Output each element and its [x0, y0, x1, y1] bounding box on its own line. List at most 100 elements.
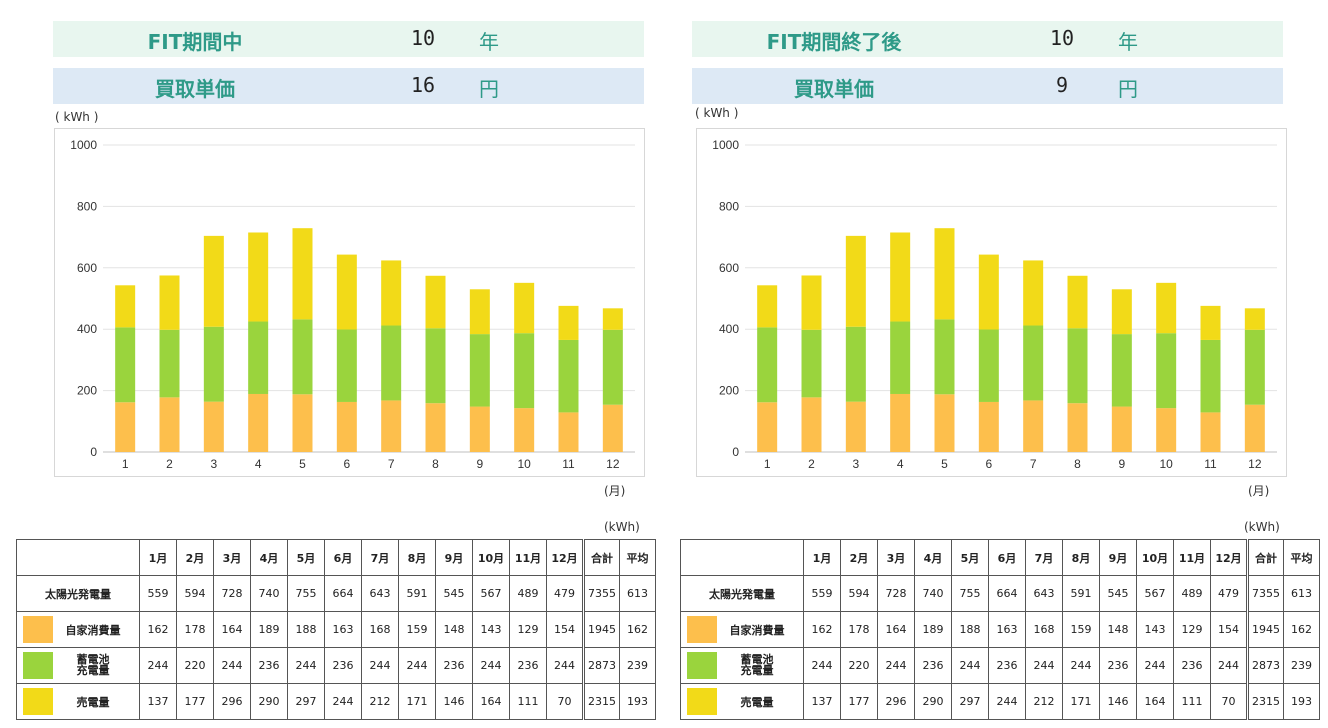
table-cell: 236 [1099, 647, 1137, 684]
table-cell: 162 [1283, 611, 1320, 648]
table-cell: 244 [361, 647, 399, 684]
x-tick-label: 11 [562, 457, 575, 471]
x-tick-label: 2 [808, 457, 815, 471]
y-tick-label: 0 [732, 445, 739, 459]
table-cell: 193 [619, 683, 656, 720]
post-fit-price-label: 買取単価 [794, 77, 874, 101]
table-cell: 171 [1062, 683, 1100, 720]
column-header: 6月 [988, 539, 1026, 576]
bar-segment-2 [292, 319, 313, 395]
table-row: 売電量 137 177 296 290 297 244 212 171 146 164 111 70 23… [16, 683, 656, 720]
column-header: 4月 [250, 539, 288, 576]
table-row: 蓄電池 充電量 244 220 244 236 244 236 244 244 236 244 236 2… [680, 647, 1320, 684]
bar-segment-3 [514, 282, 535, 334]
bar-segment-2 [425, 328, 446, 404]
table-cell: 220 [840, 647, 878, 684]
row-label-text: 売電量 [740, 695, 774, 709]
x-tick-label: 9 [476, 457, 483, 471]
row-label-text: 太陽光発電量 [709, 587, 775, 601]
bar-segment-3 [978, 254, 999, 330]
fit-period-header: FIT期間中 10 年 [53, 21, 644, 57]
x-tick-label: 2 [166, 457, 173, 471]
table-cell: 163 [988, 611, 1026, 648]
column-header: 8月 [398, 539, 436, 576]
column-header: 5月 [287, 539, 325, 576]
table-cell: 290 [914, 683, 952, 720]
table-cell: 740 [914, 575, 952, 612]
row-label: 売電量 [16, 683, 140, 720]
table-cell: 220 [176, 647, 214, 684]
bar-segment-3 [845, 235, 866, 327]
y-tick-label: 600 [77, 261, 97, 275]
x-tick-label: 7 [388, 457, 395, 471]
table-cell: 193 [1283, 683, 1320, 720]
bar-segment-1 [1244, 404, 1265, 452]
table-cell: 236 [914, 647, 952, 684]
post-fit-period-unit: 年 [1118, 30, 1138, 54]
column-header: 5月 [951, 539, 989, 576]
x-axis-unit-label: (月) [1248, 484, 1270, 498]
bar-segment-2 [934, 319, 955, 395]
table-cell: 244 [803, 647, 841, 684]
table-cell: 148 [435, 611, 473, 648]
table-cell: 244 [398, 647, 436, 684]
table-cell: 244 [472, 647, 510, 684]
table-cell: 244 [139, 647, 177, 684]
table-cell: 162 [803, 611, 841, 648]
x-tick-label: 8 [1074, 457, 1081, 471]
bar-segment-3 [1023, 260, 1044, 326]
row-label: 自家消費量 [16, 611, 140, 648]
bar-segment-1 [1023, 400, 1044, 452]
column-header: 11月 [509, 539, 547, 576]
column-header: 11月 [1173, 539, 1211, 576]
table-cell: 159 [398, 611, 436, 648]
legend-swatch [23, 652, 53, 679]
monthly-energy-table: 1月 2月 3月 4月 5月 6月 7月 8月 9月 10月 11月 12月 合計 平均 太陽光発電量 559… [680, 539, 1320, 720]
x-tick-label: 12 [606, 457, 620, 471]
fit-period-unit: 年 [479, 30, 499, 54]
table-cell: 146 [435, 683, 473, 720]
bar-segment-3 [381, 260, 402, 326]
bar-segment-2 [248, 321, 269, 394]
table-cell: 188 [287, 611, 325, 648]
x-tick-label: 8 [432, 457, 439, 471]
table-cell: 613 [619, 575, 656, 612]
column-header: 1月 [139, 539, 177, 576]
x-tick-label: 4 [897, 457, 904, 471]
bar-segment-3 [292, 228, 313, 320]
bar-segment-3 [203, 235, 224, 327]
table-cell: 244 [988, 683, 1026, 720]
bar-segment-1 [845, 401, 866, 452]
column-header: 7月 [361, 539, 399, 576]
table-unit-label: (kWh) [604, 520, 640, 534]
column-header: 3月 [213, 539, 251, 576]
x-tick-label: 9 [1118, 457, 1125, 471]
fit-period-label: FIT期間中 [147, 30, 243, 54]
row-label-text: 売電量 [76, 695, 110, 709]
table-cell: 188 [951, 611, 989, 648]
post-fit-period-value: 10 [1049, 26, 1075, 50]
legend-swatch [23, 616, 53, 643]
bar-segment-2 [381, 325, 402, 401]
row-label-text: 蓄電池 充電量 [76, 653, 110, 677]
bar-segment-2 [115, 327, 136, 403]
table-row: 自家消費量 162 178 164 189 188 163 168 159 148 143 129 15… [16, 611, 656, 648]
x-tick-label: 12 [1248, 457, 1262, 471]
x-tick-label: 5 [299, 457, 306, 471]
legend-swatch [687, 688, 717, 715]
column-header: 3月 [877, 539, 915, 576]
row-label: 売電量 [680, 683, 804, 720]
legend-swatch [687, 616, 717, 643]
y-tick-label: 400 [719, 322, 739, 336]
row-label-text: 蓄電池 充電量 [740, 653, 774, 677]
table-cell: 146 [1099, 683, 1137, 720]
bar-segment-2 [757, 327, 778, 403]
table-cell: 239 [619, 647, 656, 684]
fit-period-panel: FIT期間中 10 年 買取単価 16 円 ( kWh ) 0 200 400 600… [0, 0, 660, 728]
bar-segment-2 [602, 329, 623, 405]
table-cell: 755 [287, 575, 325, 612]
bar-segment-3 [1111, 289, 1132, 335]
table-row: 太陽光発電量 559 594 728 740 755 664 643 591 545 567 489 4… [680, 575, 1320, 612]
bar-segment-2 [159, 329, 180, 398]
